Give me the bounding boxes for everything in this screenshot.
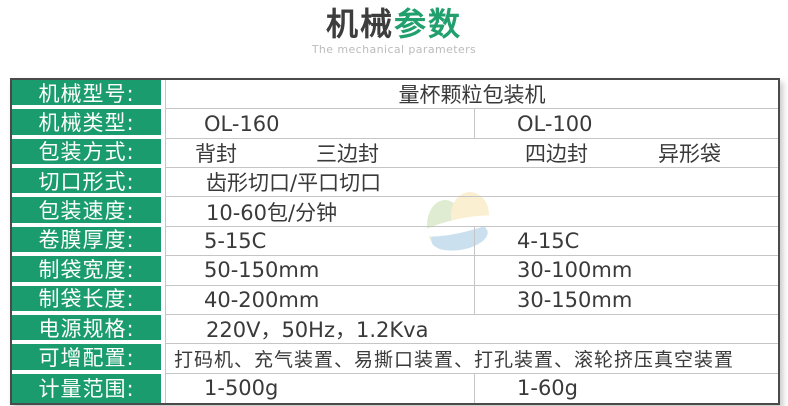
title-black-part: 机械 (325, 5, 394, 43)
table-row-bag-length: 制袋长度: 40-200mm 30-150mm (12, 285, 778, 315)
table-rows: 机械型号: 量杯颗粒包装机 机械类型: OL-160 OL-100 包装方式: … (12, 80, 778, 403)
row-values-measure-range: 1-500g 1-60g (165, 373, 778, 403)
row-label-bag-length: 制袋长度: (12, 285, 165, 315)
film-thickness-col2: 4-15C (474, 226, 778, 256)
packaging-method-item-4: 异形袋 (658, 141, 721, 166)
row-label-film-thickness: 卷膜厚度: (12, 226, 165, 257)
table-row-power-spec: 电源规格: 220V，50Hz，1.2Kva (12, 314, 778, 345)
bag-length-col1: 40-200mm (204, 287, 320, 312)
row-values-bag-length: 40-200mm 30-150mm (165, 285, 778, 315)
row-value-packaging-speed: 10-60包/分钟 (165, 197, 778, 227)
row-values-film-thickness: 5-15C 4-15C (165, 226, 778, 257)
row-label-cut-style: 切口形式: (12, 168, 165, 198)
bag-width-col2: 30-100mm (474, 256, 778, 285)
bag-width-col1: 50-150mm (204, 258, 320, 283)
row-label-packaging-speed: 包装速度: (12, 197, 165, 227)
row-label-machine-model: 机械型号: (12, 80, 165, 110)
page-subtitle: The mechanical parameters (311, 43, 477, 56)
table-row-packaging-speed: 包装速度: 10-60包/分钟 (12, 197, 778, 227)
row-value-optional-config: 打码机、充气装置、易撕口装置、打孔装置、滚轮挤压真空装置 (165, 344, 778, 374)
row-values-bag-width: 50-150mm 30-100mm (165, 256, 778, 286)
table-row-packaging-method: 包装方式: 背封 三边封 四边封 异形袋 (12, 138, 778, 169)
row-label-optional-config: 可增配置: (12, 344, 165, 374)
row-label-measure-range: 计量范围: (12, 373, 165, 403)
page-title: 机械参数 (0, 5, 788, 43)
bag-length-col2: 30-150mm (474, 285, 778, 314)
table-row-measure-range: 计量范围: 1-500g 1-60g (12, 373, 778, 403)
table-row-optional-config: 可增配置: 打码机、充气装置、易撕口装置、打孔装置、滚轮挤压真空装置 (12, 344, 778, 374)
row-value-machine-model: 量杯颗粒包装机 (165, 80, 778, 110)
packaging-method-item-3: 四边封 (525, 141, 588, 166)
row-label-machine-type: 机械类型: (12, 109, 165, 139)
page-header: 机械参数 The mechanical parameters (0, 5, 788, 56)
logo-watermark (420, 192, 498, 258)
title-green-part: 参数 (394, 5, 463, 43)
film-thickness-col1: 5-15C (204, 228, 267, 253)
measure-range-col2: 1-60g (474, 373, 778, 403)
machine-type-col2: OL-100 (474, 109, 778, 138)
machine-type-col1: OL-160 (204, 111, 280, 136)
row-value-cut-style: 齿形切口/平口切口 (165, 168, 778, 198)
table-row-machine-model: 机械型号: 量杯颗粒包装机 (12, 80, 778, 110)
packaging-method-item-1: 背封 (195, 141, 237, 166)
table-row-film-thickness: 卷膜厚度: 5-15C 4-15C (12, 226, 778, 257)
row-label-power-spec: 电源规格: (12, 314, 165, 345)
table-row-bag-width: 制袋宽度: 50-150mm 30-100mm (12, 256, 778, 286)
row-label-bag-width: 制袋宽度: (12, 256, 165, 286)
row-label-packaging-method: 包装方式: (12, 138, 165, 169)
spec-table: 机械型号: 量杯颗粒包装机 机械类型: OL-160 OL-100 包装方式: … (10, 78, 780, 405)
table-row-cut-style: 切口形式: 齿形切口/平口切口 (12, 168, 778, 198)
table-row-machine-type: 机械类型: OL-160 OL-100 (12, 109, 778, 139)
row-value-power-spec: 220V，50Hz，1.2Kva (165, 314, 778, 345)
row-values-packaging-method: 背封 三边封 四边封 异形袋 (165, 138, 778, 169)
packaging-method-item-2: 三边封 (316, 141, 379, 166)
row-values-machine-type: OL-160 OL-100 (165, 109, 778, 139)
measure-range-col1: 1-500g (204, 376, 279, 401)
